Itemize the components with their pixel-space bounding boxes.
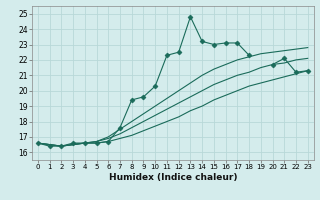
- X-axis label: Humidex (Indice chaleur): Humidex (Indice chaleur): [108, 173, 237, 182]
